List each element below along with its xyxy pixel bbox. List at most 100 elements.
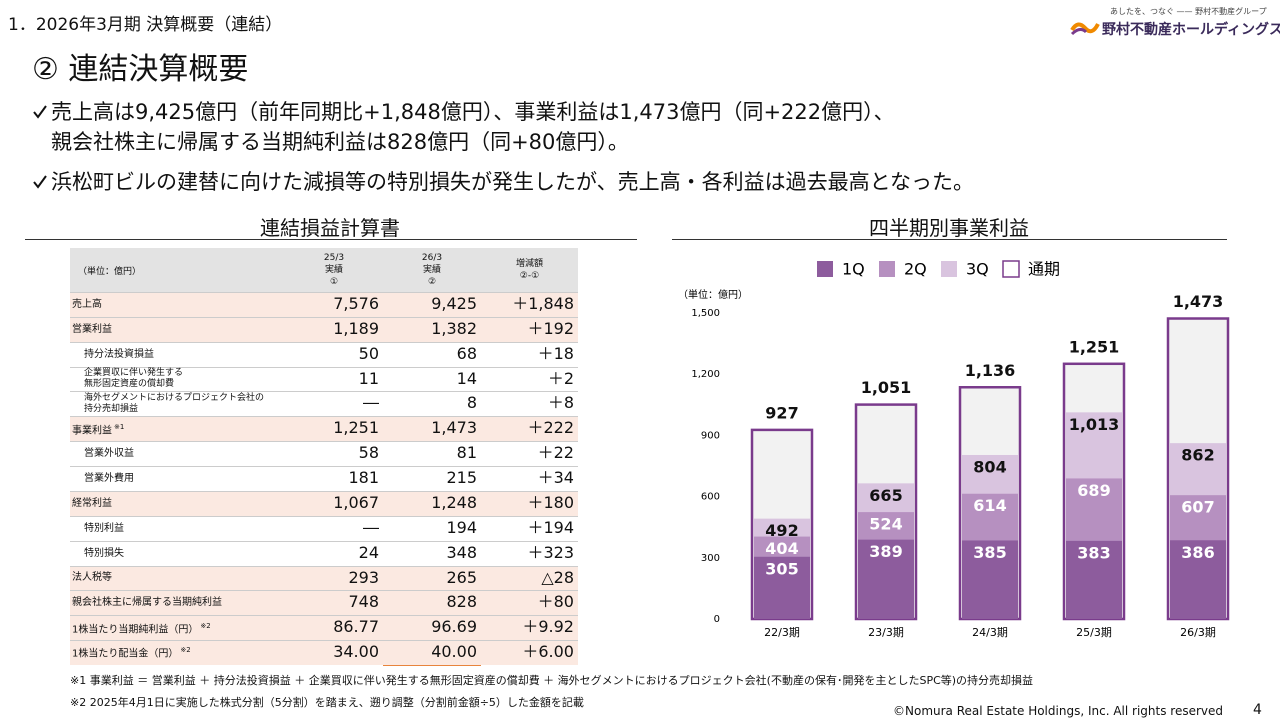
y-tick-label: 600 [701, 492, 720, 503]
y-tick-label: 300 [701, 553, 720, 564]
table-value: ＋9.92 [522, 617, 574, 637]
row-label: 営業利益 [72, 317, 112, 342]
table-row [70, 366, 578, 392]
table-value: 1,473 [431, 418, 477, 438]
row-label: 特別損失 [84, 541, 124, 566]
table-row [70, 391, 578, 417]
table-value: 58 [358, 443, 379, 463]
bar [962, 540, 1018, 619]
row-label: 経常利益 [72, 491, 112, 516]
data-label: 689 [1077, 481, 1110, 500]
legend-label: 通期 [1028, 260, 1060, 279]
table-value: ＋18 [537, 343, 574, 363]
data-label: 1,251 [1069, 337, 1120, 356]
data-label: 383 [1077, 543, 1110, 562]
table-value: 215 [446, 468, 477, 488]
table-value: ＋1,848 [512, 294, 574, 313]
row-label: 法人税等 [72, 566, 112, 591]
table-row [70, 490, 578, 516]
table-value: ＋222 [527, 418, 574, 438]
table-value: ＋80 [537, 592, 574, 612]
bar [1170, 540, 1226, 619]
x-tick-label: 25/3期 [1076, 626, 1112, 639]
row-label-line: 売上高 [72, 298, 102, 310]
legend-swatch [1002, 260, 1020, 278]
column-header-line: 25/3 [323, 253, 345, 263]
column-header-line: 26/3 [421, 253, 443, 263]
row-label-line: 持分法投資損益 [84, 348, 154, 360]
table-row [70, 565, 578, 591]
y-tick-label: 900 [701, 430, 720, 441]
chart-title: 四半期別事業利益 [869, 216, 1029, 240]
bar [858, 539, 914, 619]
legend-swatch [941, 261, 957, 277]
legend-label: 2Q [904, 260, 927, 279]
column-header-line: 実績 [324, 265, 343, 275]
row-label: 事業利益 ※1 [72, 416, 124, 441]
row-label-line: 特別損失 [84, 547, 124, 559]
table-value: ＋323 [527, 542, 574, 562]
table-row [70, 466, 578, 491]
row-label: 1株当たり配当金（円） ※2 [72, 640, 191, 665]
check-icon [33, 105, 47, 119]
row-label-line: 営業外費用 [84, 472, 134, 484]
bullet-text: 親会社株主に帰属する当期純利益は828億円（同+80億円）。 [51, 130, 629, 154]
table-row [70, 441, 578, 467]
table-value: 265 [446, 567, 477, 587]
table-value: ― [363, 393, 379, 413]
row-label: 営業外費用 [84, 466, 134, 491]
bullet-text: 売上高は9,425億円（前年同期比+1,848億円）、事業利益は1,473億円（… [51, 100, 895, 124]
table-header-bg [70, 248, 578, 292]
legend-swatch [817, 261, 833, 277]
table-row [70, 640, 578, 665]
data-label: 927 [765, 403, 798, 422]
table-value: 293 [348, 567, 379, 587]
table-value: 11 [358, 368, 379, 388]
row-label-line: 海外セグメントにおけるプロジェクト会社の [84, 392, 265, 403]
row-label: 持分法投資損益 [84, 342, 154, 367]
column-header: 25/3 実績 ① [285, 248, 383, 292]
y-tick-label: 1,500 [691, 308, 720, 319]
note-mark: ※1 [114, 422, 125, 431]
table-value: 348 [446, 542, 477, 562]
row-label-line: 企業買収に伴い発生する [84, 368, 184, 379]
column-header-line: ②-① [519, 271, 540, 281]
table-value: 81 [456, 443, 477, 463]
column-header: 26/3 実績 ② [383, 248, 481, 292]
row-label: 海外セグメントにおけるプロジェクト会社の 持分売却損益 [84, 391, 264, 416]
table-value: 96.69 [431, 617, 477, 637]
table-value: 8 [466, 393, 477, 413]
x-tick-label: 23/3期 [868, 626, 904, 639]
table-value: 9,425 [431, 294, 477, 313]
table-value: 86.77 [333, 617, 379, 637]
data-label: 665 [869, 486, 902, 505]
data-label: 607 [1181, 498, 1214, 517]
row-label: 1株当たり当期純利益（円） ※2 [72, 615, 211, 640]
data-label: 404 [765, 539, 798, 558]
note-mark: ※2 [200, 621, 211, 630]
data-label: 492 [765, 521, 798, 540]
note: ※1 事業利益 ＝ 営業利益 ＋ 持分法投資損益 ＋ 企業買収に伴い発生する無形… [70, 674, 1034, 687]
data-label: 386 [1181, 543, 1214, 562]
table-value: 194 [446, 517, 477, 537]
logo-icon [1070, 22, 1100, 36]
y-tick-label: 1,200 [691, 369, 720, 380]
logo-name: 野村不動産ホールディングス [1102, 22, 1280, 38]
bar [1066, 540, 1122, 619]
note: ※2 2025年4月1日に実施した株式分割（5分割）を踏まえ、遡り調整（分割前金… [70, 696, 584, 709]
table-value: 1,067 [333, 492, 379, 512]
bullet-text: 浜松町ビルの建替に向けた減損等の特別損失が発生したが、売上高・各利益は過去最高と… [51, 170, 974, 194]
table-value: ＋2 [547, 368, 574, 388]
rule [672, 239, 1227, 240]
table-value: 14 [456, 368, 477, 388]
table-row [70, 416, 578, 442]
x-tick-label: 26/3期 [1180, 626, 1216, 639]
data-label: 389 [869, 542, 902, 561]
check-icon [33, 175, 47, 189]
table-value: 34.00 [333, 642, 379, 662]
table-row [70, 292, 578, 317]
table-value: ＋194 [527, 517, 574, 537]
section-title: 1．2026年3月期 決算概要（連結） [8, 15, 283, 35]
table-value: 68 [456, 343, 477, 363]
rule [25, 239, 637, 240]
